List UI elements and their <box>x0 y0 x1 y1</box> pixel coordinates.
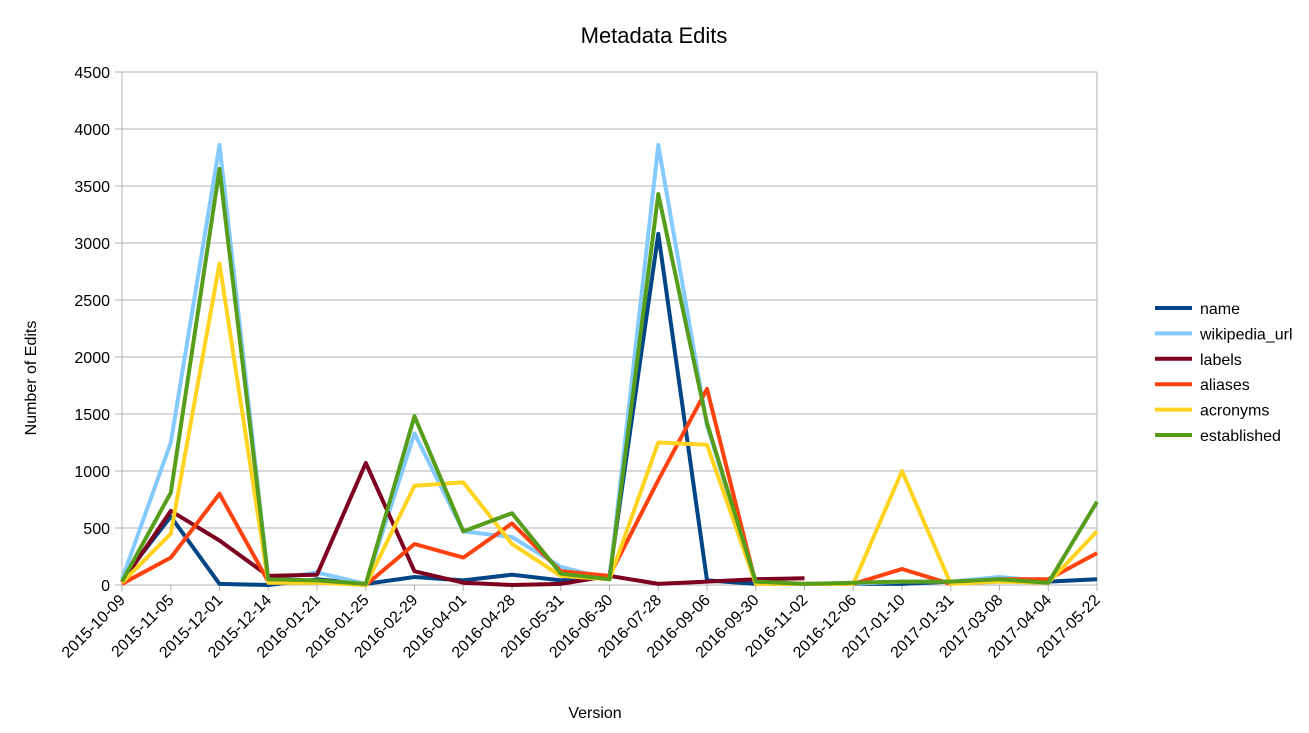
grid-lines <box>115 71 1097 586</box>
legend-label: labels <box>1200 352 1242 369</box>
series-line-established <box>120 166 1099 586</box>
y-tick-labels: 0 500 1000 1500 2000 2500 3000 3500 4000 4500 <box>74 65 110 595</box>
y-tick-label: 4000 <box>74 122 110 139</box>
legend-label: acronyms <box>1200 403 1269 420</box>
chart-title: Metadata Edits <box>581 23 728 48</box>
y-tick-label: 4500 <box>74 65 110 82</box>
y-tick-label: 0 <box>101 578 110 595</box>
x-tick-labels: 2015-10-092015-11-052015-12-012015-12-14… <box>59 585 1104 662</box>
series-lines <box>120 143 1099 587</box>
y-tick-label: 3500 <box>74 179 110 196</box>
y-tick-label: 2500 <box>74 293 110 310</box>
legend-label: established <box>1200 428 1281 445</box>
y-tick-label: 1500 <box>74 407 110 424</box>
y-tick-label: 2000 <box>74 350 110 367</box>
series-line-aliases <box>121 386 1098 587</box>
series-line-name <box>120 231 1098 587</box>
y-tick-label: 1000 <box>74 464 110 481</box>
series-line-acronyms <box>120 261 1099 587</box>
x-axis-label: Version <box>568 705 621 722</box>
y-axis-label: Number of Edits <box>23 321 40 436</box>
series-line-labels <box>120 461 805 587</box>
axes <box>121 72 1098 586</box>
legend-label: aliases <box>1200 377 1250 394</box>
y-tick-label: 3000 <box>74 236 110 253</box>
legend-label: wikipedia_url <box>1199 326 1293 343</box>
y-tick-label: 500 <box>83 521 110 538</box>
legend-label: name <box>1200 301 1240 318</box>
